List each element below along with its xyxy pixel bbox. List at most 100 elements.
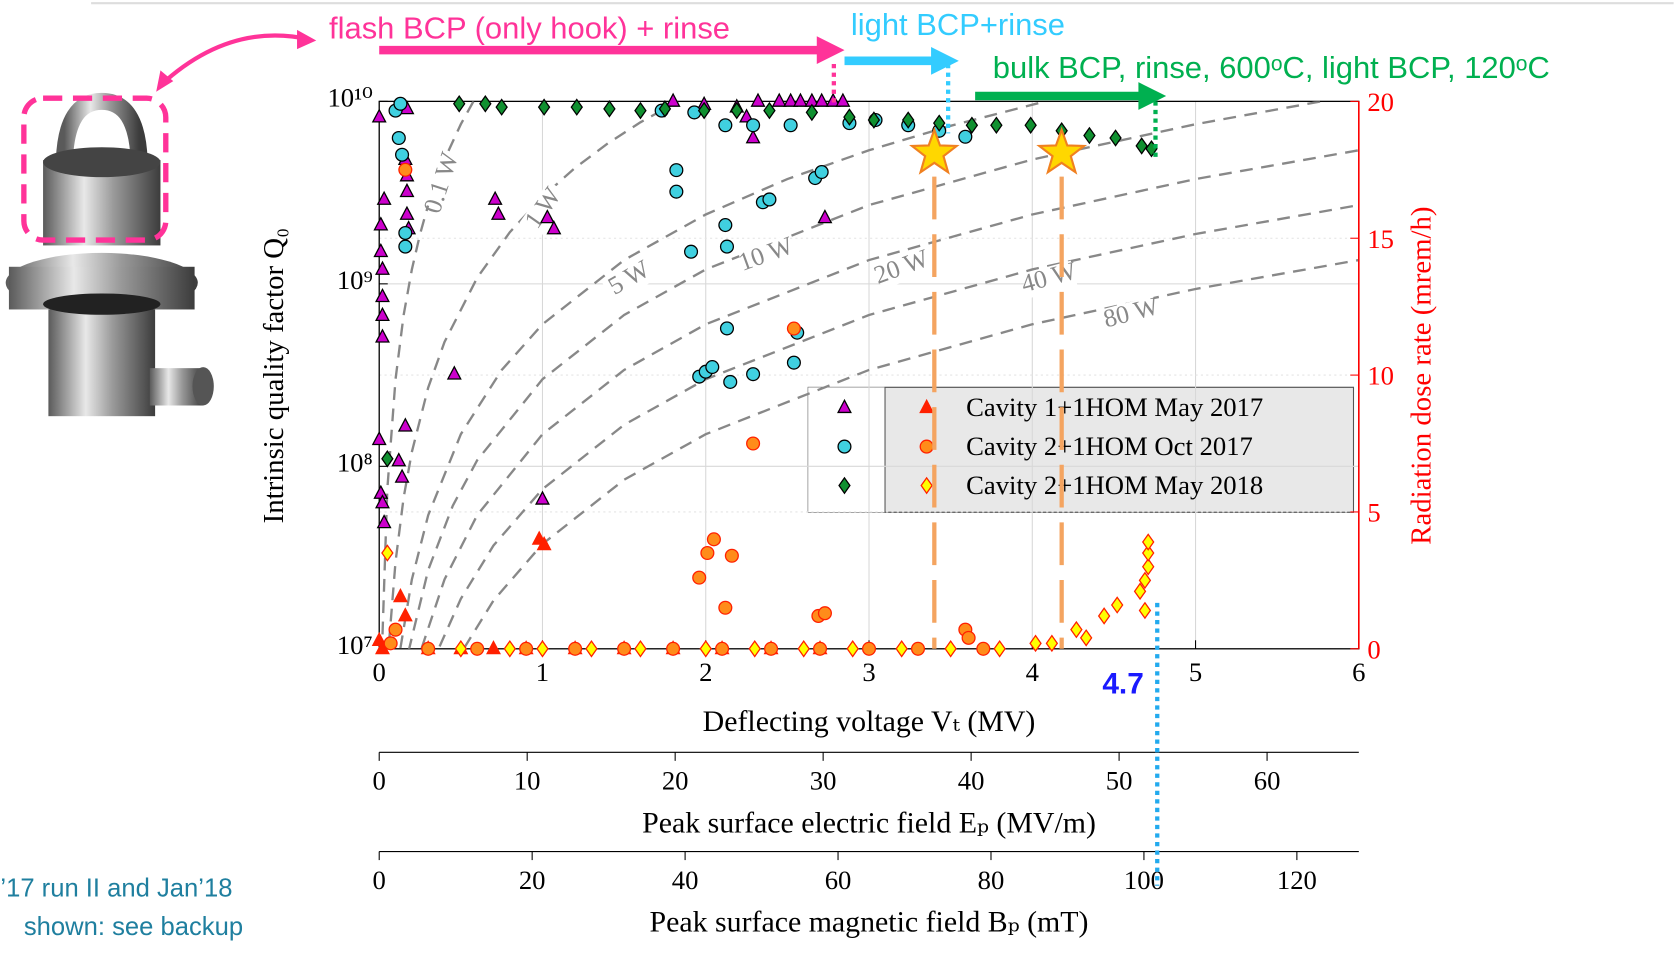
q0-point bbox=[697, 101, 711, 120]
secondary-x-tick-label: 0 bbox=[373, 766, 386, 796]
power-curves bbox=[381, 101, 1359, 649]
power-curve bbox=[463, 258, 1359, 649]
q0-point bbox=[723, 374, 738, 389]
cavity-photo bbox=[5, 92, 214, 417]
q0-point bbox=[805, 103, 819, 122]
power-curve bbox=[407, 101, 1322, 649]
q0-point bbox=[750, 92, 766, 107]
y2-axis-label: Radiation dose rate (mrem/h) bbox=[1405, 206, 1437, 544]
dose-point bbox=[585, 640, 598, 658]
grid bbox=[378, 100, 1360, 650]
q0-point bbox=[965, 116, 979, 135]
dose-point bbox=[797, 640, 810, 658]
q0-point bbox=[739, 108, 755, 123]
q0-point bbox=[373, 216, 389, 231]
dose-point bbox=[1070, 620, 1083, 639]
hook-arrow-heads bbox=[156, 29, 317, 92]
q0-point bbox=[718, 118, 733, 133]
dose-point bbox=[1138, 601, 1152, 620]
q0-point bbox=[990, 116, 1003, 135]
y-tick-label: 10⁹ bbox=[337, 265, 373, 295]
q0-point bbox=[397, 417, 413, 432]
dose-point bbox=[1138, 571, 1152, 590]
q0-point bbox=[665, 92, 681, 107]
legend-label: Cavity 2+1HOM May 2018 bbox=[966, 470, 1263, 500]
q0-point bbox=[487, 190, 503, 205]
stage-arrow-head bbox=[1138, 82, 1167, 110]
dose-point bbox=[715, 641, 730, 656]
marker bbox=[837, 439, 852, 454]
q0-point bbox=[730, 101, 743, 120]
q0-point bbox=[762, 192, 777, 207]
dose-point bbox=[1110, 596, 1124, 614]
dose-point bbox=[692, 570, 707, 585]
q0-point bbox=[376, 190, 392, 205]
secondary-x-tick-label: 60 bbox=[825, 865, 852, 895]
dose-point bbox=[718, 600, 733, 615]
q0-point bbox=[867, 111, 881, 129]
x-tick-label: 3 bbox=[862, 657, 875, 687]
q0-point bbox=[817, 209, 833, 224]
q0-point bbox=[375, 287, 390, 303]
secondary-x-tick-label: 120 bbox=[1277, 865, 1317, 895]
dose-point bbox=[764, 641, 779, 656]
q0-point bbox=[376, 514, 392, 529]
curve-label-bg bbox=[423, 155, 464, 212]
dose-point bbox=[397, 607, 413, 622]
y2-tick-label: 10 bbox=[1367, 361, 1394, 391]
dose-point bbox=[846, 640, 859, 658]
q0-point bbox=[763, 101, 776, 120]
q0-point bbox=[684, 244, 699, 259]
dose-point bbox=[910, 641, 926, 656]
q0-point bbox=[1109, 129, 1122, 147]
dose-point bbox=[421, 641, 436, 656]
q0-point bbox=[537, 98, 551, 116]
q0-point bbox=[373, 484, 389, 499]
q0-point bbox=[495, 98, 508, 116]
power-curve bbox=[381, 101, 475, 635]
power-curve bbox=[399, 101, 1046, 649]
dose-point bbox=[388, 622, 403, 637]
x-tick-label: 0 bbox=[373, 657, 386, 687]
secondary-x-tick-label: 40 bbox=[958, 766, 985, 796]
curve-label-bg bbox=[519, 180, 570, 238]
hook-highlight bbox=[21, 95, 169, 243]
q0-point bbox=[835, 92, 851, 107]
q0-point bbox=[373, 242, 389, 258]
y2-tick-label: 5 bbox=[1367, 498, 1380, 528]
dose-point bbox=[398, 162, 413, 177]
q0-point bbox=[395, 147, 410, 162]
dose-point bbox=[1079, 629, 1093, 647]
secondary-x-tick-label: 30 bbox=[810, 766, 837, 796]
q0-point bbox=[719, 239, 735, 254]
curve-label-bg bbox=[738, 235, 796, 277]
marker bbox=[920, 476, 933, 495]
secondary-x-axis-label: Peak surface magnetic field Bₚ (mT) bbox=[650, 906, 1089, 939]
dose-point bbox=[1141, 557, 1155, 576]
q0-point bbox=[490, 205, 506, 220]
y-tick-label: 10⁷ bbox=[337, 630, 373, 660]
dose-point bbox=[1045, 634, 1059, 653]
dose-point bbox=[536, 640, 549, 658]
q0-point bbox=[932, 114, 946, 132]
q0-point bbox=[745, 129, 761, 144]
q0-point bbox=[746, 118, 761, 133]
x-tick-label: 6 bbox=[1352, 657, 1365, 687]
q0-point bbox=[452, 94, 466, 113]
q0-point bbox=[479, 94, 492, 113]
q0-point bbox=[535, 490, 550, 505]
q0-point bbox=[669, 184, 684, 199]
power-curve bbox=[438, 203, 1359, 647]
hook-arrow bbox=[159, 33, 311, 87]
dose-point bbox=[666, 641, 681, 656]
y-tick-label: 10¹⁰ bbox=[327, 83, 372, 113]
dose-point bbox=[1097, 607, 1111, 625]
y-axis-label: Intrinsic quality factor Q₀ bbox=[258, 228, 290, 524]
q0-point bbox=[705, 360, 720, 375]
legend-label: Cavity 1+1HOM May 2017 bbox=[966, 392, 1263, 422]
q0-point bbox=[814, 92, 830, 107]
x-axis-label: Deflecting voltage Vₜ (MV) bbox=[703, 705, 1036, 738]
dose-point bbox=[786, 321, 801, 336]
secondary-x-tick-label: 50 bbox=[1106, 766, 1133, 796]
